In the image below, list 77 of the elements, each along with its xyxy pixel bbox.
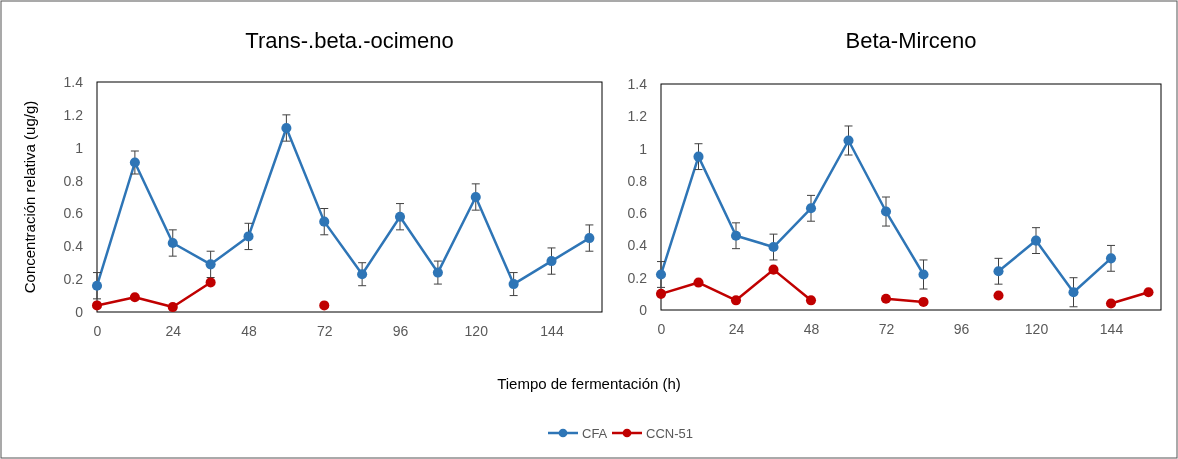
y-axis-title: Concentración relativa (ug/g) [21,100,38,294]
y-tick-label: 1.4 [627,75,648,92]
x-tick-label: 96 [392,322,409,339]
point [243,231,254,242]
x-tick-label: 144 [540,322,564,339]
point [167,302,178,313]
point [1105,253,1117,264]
point [167,237,178,249]
y-tick-label: 1.2 [627,108,648,125]
x-tick-label: 48 [803,320,820,337]
chart-title: Trans-.beta.-ocimeno [245,28,454,53]
point [993,266,1004,277]
point [918,296,929,307]
y-tick-label: 0.2 [63,271,84,288]
x-tick-label: 96 [953,320,970,337]
legend-label: CCN-51 [646,426,693,441]
y-tick-label: 0.4 [627,237,648,254]
point [693,151,704,162]
point [91,280,103,291]
point [319,216,330,227]
point [730,295,742,306]
point [129,292,140,303]
point [805,295,817,306]
x-tick-label: 24 [165,322,182,339]
point [470,191,481,203]
point [205,277,216,288]
point [394,211,406,222]
point [1105,298,1117,309]
point [843,135,854,146]
y-tick-label: 0.6 [63,205,84,222]
point [1068,287,1079,298]
y-tick-label: 0 [75,303,84,320]
y-tick-label: 1 [639,140,648,157]
point [91,300,103,311]
point [880,293,892,304]
point [805,203,817,214]
y-tick-label: 0.6 [627,205,648,222]
point [655,269,667,280]
x-tick-label: 0 [657,320,666,337]
point [546,256,557,267]
x-tick-label: 120 [1024,320,1049,337]
point [205,259,216,270]
x-tick-label: 24 [728,320,745,337]
point [129,157,140,168]
point [281,122,292,134]
chart-title: Beta-Mirceno [845,28,977,53]
y-tick-label: 1 [75,139,84,156]
x-tick-label: 72 [878,320,895,337]
point [432,267,443,278]
y-tick-label: 0.8 [63,172,84,189]
point [1143,287,1154,298]
x-axis-title: Tiempo de fermentación (h) [497,375,681,392]
x-tick-label: 48 [241,322,257,339]
y-tick-label: 0.2 [627,269,648,286]
point [508,279,519,290]
point [993,290,1004,301]
point [918,269,929,280]
point [1030,235,1042,246]
y-tick-label: 0 [639,301,648,318]
point [357,269,368,280]
legend-label: CFA [582,426,608,441]
y-tick-label: 1.2 [63,106,84,123]
point [693,277,704,288]
x-tick-label: 144 [1099,320,1124,337]
point [655,288,667,299]
point [768,242,779,253]
y-tick-label: 0.4 [63,238,84,255]
point [584,233,595,244]
y-tick-label: 1.4 [63,73,84,90]
point [730,230,742,241]
x-tick-label: 120 [464,322,489,339]
point [880,206,892,217]
x-tick-label: 72 [316,322,333,339]
x-tick-label: 0 [93,322,102,339]
y-tick-label: 0.8 [627,172,648,189]
point [768,264,779,275]
point [319,300,330,311]
